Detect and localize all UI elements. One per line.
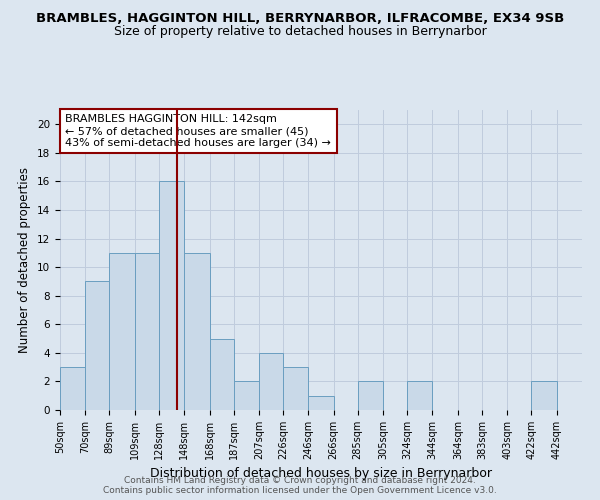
Text: Size of property relative to detached houses in Berrynarbor: Size of property relative to detached ho… [113,25,487,38]
Bar [283,367,308,410]
Bar [259,353,283,410]
Bar [184,253,209,410]
Y-axis label: Number of detached properties: Number of detached properties [19,167,31,353]
X-axis label: Distribution of detached houses by size in Berrynarbor: Distribution of detached houses by size … [150,468,492,480]
Text: BRAMBLES HAGGINTON HILL: 142sqm
← 57% of detached houses are smaller (45)
43% of: BRAMBLES HAGGINTON HILL: 142sqm ← 57% of… [65,114,331,148]
Bar [159,182,184,410]
Bar [308,396,334,410]
Bar [60,367,85,410]
Bar [209,338,233,410]
Text: Contains HM Land Registry data © Crown copyright and database right 2024.
Contai: Contains HM Land Registry data © Crown c… [103,476,497,495]
Text: BRAMBLES, HAGGINTON HILL, BERRYNARBOR, ILFRACOMBE, EX34 9SB: BRAMBLES, HAGGINTON HILL, BERRYNARBOR, I… [36,12,564,26]
Bar [85,282,109,410]
Bar [358,382,383,410]
Bar [109,253,135,410]
Bar [532,382,557,410]
Bar [233,382,259,410]
Bar [135,253,159,410]
Bar [407,382,433,410]
